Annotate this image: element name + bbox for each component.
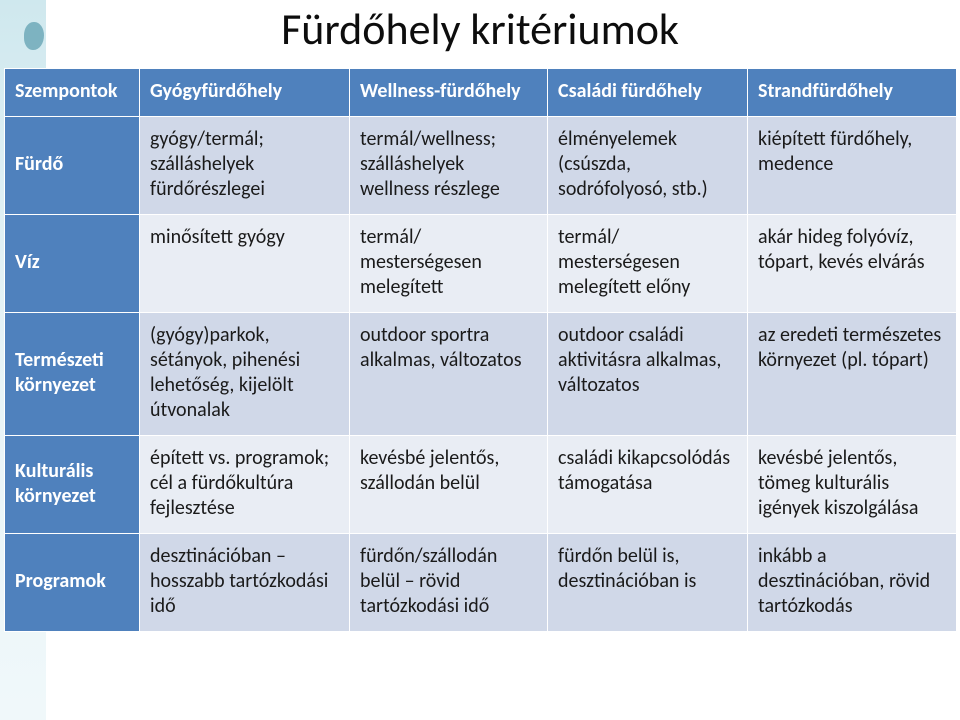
col-header: Családi fürdőhely: [548, 69, 748, 117]
row-header: Fürdő: [5, 117, 140, 215]
table-header-row: Szempontok Gyógyfürdőhely Wellness-fürdő…: [5, 69, 957, 117]
table-row: Programok desztinációban – hosszabb tart…: [5, 534, 957, 632]
table-cell: családi kikapcsolódás támogatása: [548, 436, 748, 534]
table-cell: kevésbé jelentős, tömeg kulturális igény…: [748, 436, 957, 534]
table-cell: kiépített fürdőhely, medence: [748, 117, 957, 215]
table-row: Természeti környezet (gyógy)parkok, sétá…: [5, 313, 957, 436]
col-header: Strandfürdőhely: [748, 69, 957, 117]
row-header: Programok: [5, 534, 140, 632]
table-cell: desztinációban – hosszabb tartózkodási i…: [140, 534, 350, 632]
table-cell: gyógy/termál; szálláshelyek fürdőrészleg…: [140, 117, 350, 215]
table-row: Víz minősített gyógy termál/ mesterséges…: [5, 215, 957, 313]
table-cell: termál/wellness; szálláshelyek wellness …: [350, 117, 548, 215]
table-cell: épített vs. programok; cél a fürdőkultúr…: [140, 436, 350, 534]
row-header: Kulturális környezet: [5, 436, 140, 534]
table-cell: fürdőn belül is, desztinációban is: [548, 534, 748, 632]
col-header: Gyógyfürdőhely: [140, 69, 350, 117]
table-row: Fürdő gyógy/termál; szálláshelyek fürdőr…: [5, 117, 957, 215]
table-cell: minősített gyógy: [140, 215, 350, 313]
table-cell: (gyógy)parkok, sétányok, pihenési lehető…: [140, 313, 350, 436]
col-header: Wellness-fürdőhely: [350, 69, 548, 117]
criteria-table: Szempontok Gyógyfürdőhely Wellness-fürdő…: [4, 68, 957, 632]
page-title: Fürdőhely kritériumok: [0, 2, 960, 56]
row-header: Természeti környezet: [5, 313, 140, 436]
table-cell: az eredeti természetes környezet (pl. tó…: [748, 313, 957, 436]
table-cell: fürdőn/szállodán belül – rövid tartózkod…: [350, 534, 548, 632]
table-cell: termál/ mesterségesen melegített: [350, 215, 548, 313]
table-cell: élményelemek (csúszda, sodrófolyosó, stb…: [548, 117, 748, 215]
table-row: Kulturális környezet épített vs. program…: [5, 436, 957, 534]
table-cell: akár hideg folyóvíz, tópart, kevés elvár…: [748, 215, 957, 313]
table-cell: kevésbé jelentős, szállodán belül: [350, 436, 548, 534]
table-cell: termál/ mesterségesen melegített előny: [548, 215, 748, 313]
row-header: Víz: [5, 215, 140, 313]
col-header: Szempontok: [5, 69, 140, 117]
table-cell: inkább a desztinációban, rövid tartózkod…: [748, 534, 957, 632]
table-cell: outdoor sportra alkalmas, változatos: [350, 313, 548, 436]
table-cell: outdoor családi aktivitásra alkalmas, vá…: [548, 313, 748, 436]
